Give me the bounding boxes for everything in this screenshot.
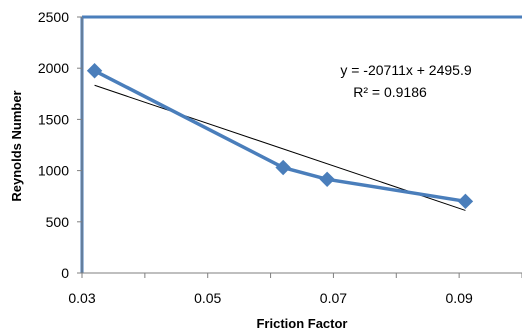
trendline-equation: y = -20711x + 2495.9 bbox=[340, 62, 471, 78]
data-point-marker bbox=[319, 171, 335, 188]
data-point-marker bbox=[275, 159, 291, 176]
x-tick-label: 0.05 bbox=[194, 290, 221, 306]
y-tick-label: 500 bbox=[46, 214, 70, 230]
y-tick-label: 1500 bbox=[38, 111, 69, 127]
y-tick-label: 2000 bbox=[38, 60, 69, 76]
x-tick-label: 0.07 bbox=[320, 290, 347, 306]
series-line bbox=[93, 69, 466, 204]
r-squared-label: R² = 0.9186 bbox=[353, 84, 427, 100]
x-tick-label: 0.03 bbox=[68, 290, 95, 306]
y-axis-title: Reynolds Number bbox=[9, 90, 24, 201]
x-tick-label: 0.09 bbox=[446, 290, 473, 306]
x-axis-title: Friction Factor bbox=[256, 316, 347, 331]
data-point-marker bbox=[457, 193, 474, 210]
data-point-marker bbox=[86, 63, 103, 79]
trendline bbox=[94, 84, 466, 211]
y-tick-label: 0 bbox=[61, 265, 69, 281]
y-tick-label: 1000 bbox=[38, 163, 69, 179]
y-tick-label: 2500 bbox=[38, 9, 69, 25]
